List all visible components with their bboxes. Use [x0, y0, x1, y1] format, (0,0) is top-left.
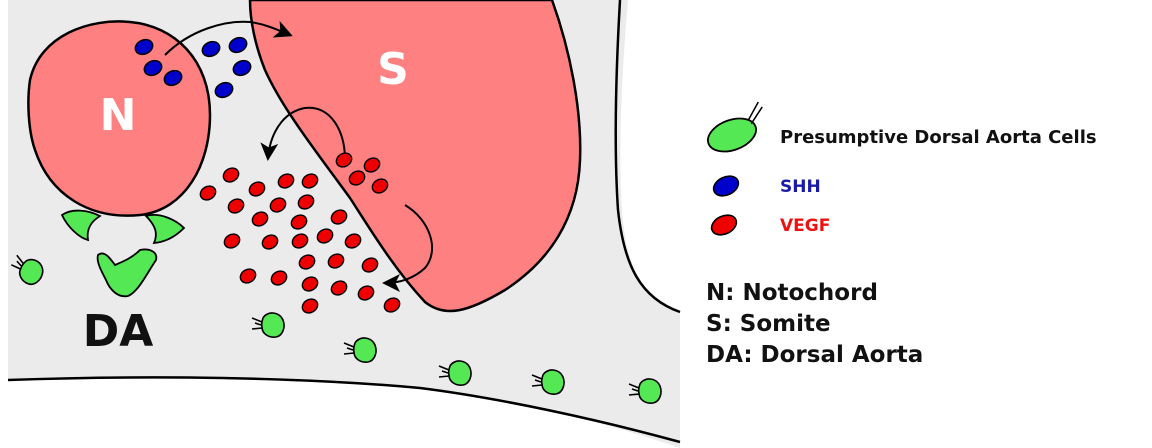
- shh-molecule: [228, 36, 248, 54]
- somite-shape: [248, 0, 582, 313]
- shh-molecule: [201, 40, 221, 58]
- vegf-molecule: [248, 181, 266, 197]
- key-notochord: N: Notochord: [706, 280, 878, 306]
- vegf-molecule: [227, 198, 245, 214]
- arrow-somite-to-notochord-side: [260, 106, 346, 161]
- vegf-molecule: [270, 270, 288, 286]
- vegf-molecule: [277, 173, 295, 189]
- key-dorsal-aorta: DA: Dorsal Aorta: [706, 342, 923, 368]
- da-cell-upper-right: [144, 214, 186, 245]
- vegf-molecule: [251, 211, 269, 227]
- notochord-label: N: [100, 90, 137, 141]
- vegf-molecules-tissue: [199, 167, 401, 314]
- tissue-outline-bottom: [7, 376, 681, 444]
- vegf-molecule: [291, 233, 309, 249]
- vegf-molecule: [223, 233, 241, 249]
- legend: Presumptive Dorsal Aorta Cells SHH VEGF: [707, 101, 1097, 236]
- shh-molecule: [163, 69, 183, 87]
- vegf-molecule: [199, 185, 217, 201]
- vegf-molecule: [239, 268, 257, 284]
- shh-molecule: [143, 59, 163, 77]
- vegf-molecule: [344, 233, 362, 249]
- da-cell-upper-left: [60, 209, 102, 242]
- vegf-molecule: [361, 257, 379, 273]
- vegf-molecule: [357, 285, 375, 301]
- legend-vegf-label: VEGF: [780, 216, 830, 236]
- vegf-molecule: [316, 228, 334, 244]
- legend-shh-label: SHH: [780, 177, 821, 197]
- vegf-molecule: [348, 170, 366, 186]
- shh-molecule: [134, 38, 154, 56]
- arrow-shh-to-somite: [164, 20, 293, 56]
- tissue-outline-right: [614, 0, 681, 314]
- somite-label: S: [377, 44, 409, 95]
- vegf-molecule: [301, 298, 319, 314]
- shh-molecule: [232, 59, 252, 77]
- vegf-molecule: [363, 157, 381, 173]
- vegf-molecule: [330, 280, 348, 296]
- green-cell-icon: [707, 101, 763, 153]
- vegf-molecule: [330, 209, 348, 225]
- vegf-molecule: [327, 253, 345, 269]
- vegf-molecule: [335, 152, 353, 168]
- vegf-molecule: [269, 197, 287, 213]
- shh-molecule: [214, 81, 234, 99]
- vegf-molecule: [383, 297, 401, 313]
- legend-cells-label: Presumptive Dorsal Aorta Cells: [780, 127, 1097, 148]
- dorsal-aorta-cells: [6, 209, 186, 298]
- key-somite: S: Somite: [706, 311, 831, 337]
- vegf-molecule: [297, 194, 315, 210]
- vegf-molecule: [301, 276, 319, 292]
- notochord-shape: [27, 20, 212, 217]
- red-oval-icon: [710, 214, 738, 236]
- abbreviation-key: N: Notochord S: Somite DA: Dorsal Aorta: [706, 280, 923, 368]
- da-cell-center: [96, 248, 158, 298]
- vegf-molecules-somite: [335, 152, 389, 194]
- vegf-molecule: [290, 214, 308, 230]
- somite: S: [248, 0, 582, 313]
- vegf-molecule: [298, 254, 316, 270]
- dorsal-aorta-label: DA: [83, 306, 154, 357]
- notochord: N: [27, 20, 212, 217]
- vegf-molecule: [222, 167, 240, 183]
- arrow-somite-to-ventral: [382, 204, 434, 292]
- vegf-molecule: [371, 178, 389, 194]
- vegf-molecule: [301, 173, 319, 189]
- blue-oval-icon: [712, 175, 740, 197]
- vegf-molecule: [261, 234, 279, 250]
- shh-molecules: [134, 36, 252, 99]
